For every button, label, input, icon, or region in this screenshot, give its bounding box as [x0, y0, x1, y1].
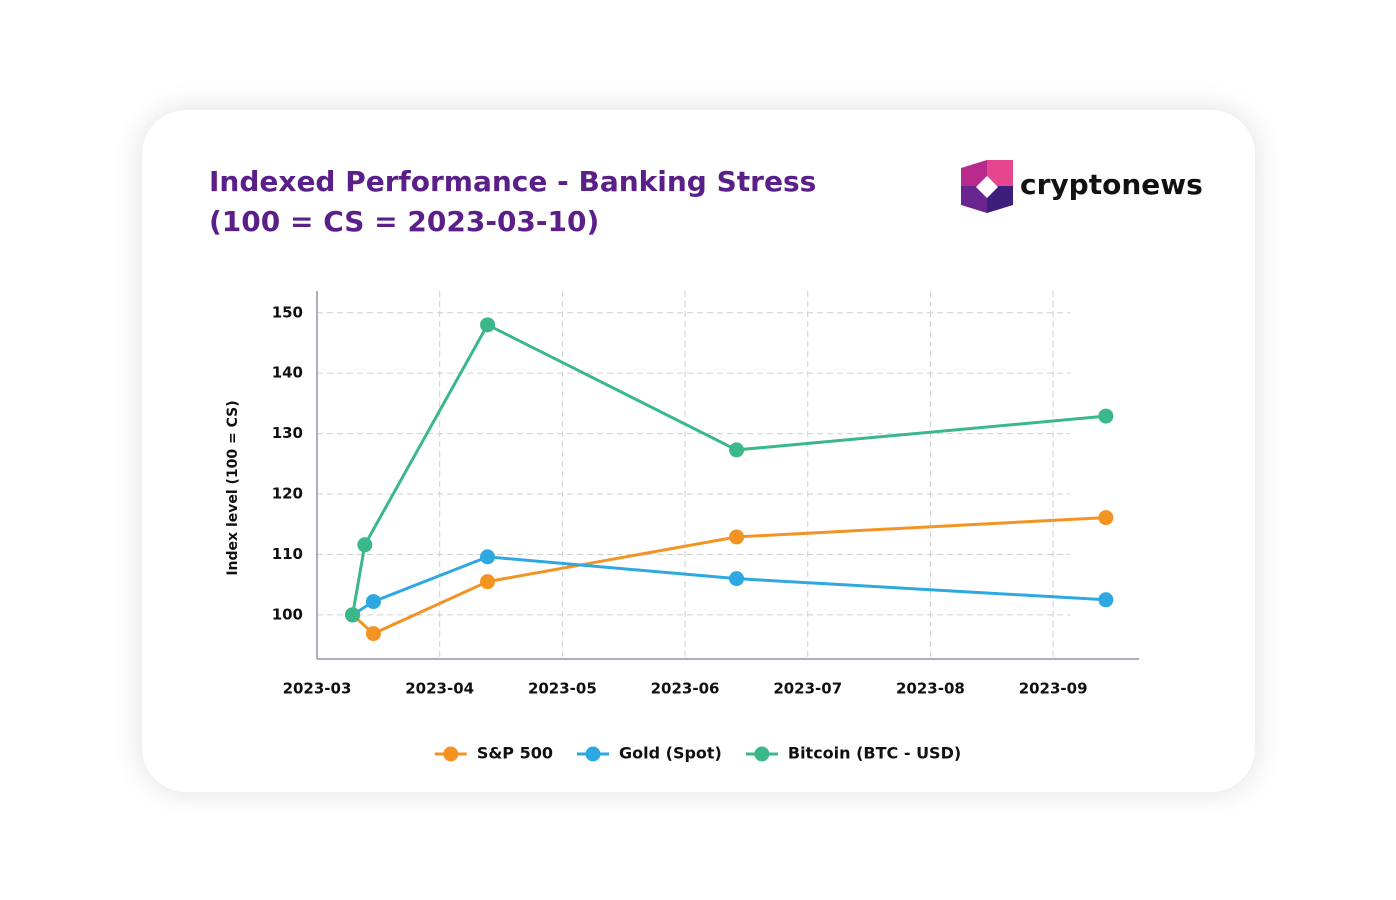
data-point	[480, 317, 496, 333]
y-tick-label: 110	[272, 545, 303, 563]
data-point	[480, 549, 496, 565]
legend-marker	[754, 746, 770, 762]
legend-label: Gold (Spot)	[619, 744, 722, 763]
legend-item: Bitcoin (BTC - USD)	[745, 744, 961, 763]
legend-label: Bitcoin (BTC - USD)	[788, 744, 961, 763]
data-point	[1098, 592, 1114, 608]
chart-title: Indexed Performance - Banking Stress	[209, 165, 816, 198]
x-tick-label: 2023-08	[896, 680, 965, 698]
data-point	[480, 574, 496, 590]
data-point	[357, 537, 373, 553]
series-line	[351, 516, 1106, 636]
legend: S&P 500 Gold (Spot) Bitcoin (BTC - USD)	[434, 744, 961, 763]
data-point	[729, 442, 745, 458]
data-point	[365, 626, 381, 642]
x-tick-label: 2023-09	[1019, 680, 1088, 698]
y-tick-label: 100	[272, 605, 303, 623]
data-point	[365, 594, 381, 610]
logo-text: cryptonews	[1020, 168, 1203, 201]
legend-item: Gold (Spot)	[576, 744, 722, 763]
series-line	[351, 555, 1106, 617]
legend-label: S&P 500	[477, 744, 553, 763]
logo-icon	[961, 160, 1013, 213]
data-point	[345, 607, 361, 623]
x-tick-label: 2023-03	[283, 680, 352, 698]
data-point	[729, 529, 745, 545]
x-tick-label: 2023-06	[651, 680, 720, 698]
y-tick-label: 120	[272, 485, 303, 503]
series-line	[351, 322, 1107, 616]
x-tick-label: 2023-05	[528, 680, 597, 698]
card	[142, 110, 1255, 792]
legend-marker	[585, 746, 601, 762]
x-tick-label: 2023-07	[773, 680, 842, 698]
y-axis-label: Index level (100 = CS)	[225, 400, 241, 575]
y-tick-label: 130	[272, 424, 303, 442]
data-point	[1098, 510, 1114, 526]
legend-marker	[443, 746, 459, 762]
y-tick-label: 150	[272, 303, 303, 321]
data-point	[729, 571, 745, 587]
data-point	[1098, 408, 1114, 424]
chart-subtitle: (100 = CS = 2023-03-10)	[209, 205, 599, 238]
legend-item: S&P 500	[434, 744, 553, 763]
x-tick-label: 2023-04	[405, 680, 474, 698]
y-tick-label: 140	[272, 364, 303, 382]
